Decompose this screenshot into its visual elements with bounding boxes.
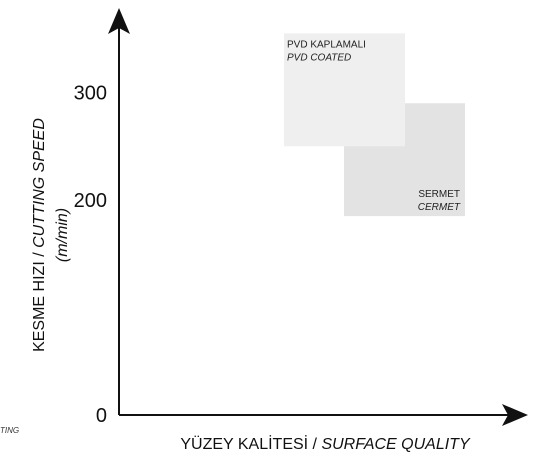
x-axis-title: YÜZEY KALİTESİ / SURFACE QUALITY bbox=[180, 434, 471, 453]
y-axis-title-main: KESME HIZI / bbox=[31, 248, 48, 352]
y-tick-label-200: 200 bbox=[74, 190, 107, 212]
x-axis-arrow-icon bbox=[502, 404, 528, 426]
y-axis-unit: (m/min) bbox=[54, 208, 71, 262]
region-label-cermet: SERMET bbox=[418, 189, 460, 200]
region-label-pvd: PVD KAPLAMALI bbox=[287, 39, 366, 50]
region-label-pvd-italic: PVD COATED bbox=[287, 52, 351, 63]
x-axis-title-italic: SURFACE QUALITY bbox=[321, 436, 471, 453]
x-axis-title-main: YÜZEY KALİTESİ / bbox=[180, 434, 321, 453]
region-pvd bbox=[284, 33, 405, 147]
y-axis-title-text: KESME HIZI / CUTTING SPEED bbox=[31, 118, 48, 352]
y-tick-label-0: 0 bbox=[96, 405, 107, 427]
y-axis-title-italic: CUTTING SPEED bbox=[31, 118, 48, 248]
y-axis-title: KESME HIZI / CUTTING SPEED bbox=[31, 118, 48, 352]
y-tick-label-300: 300 bbox=[74, 83, 107, 105]
y-axis-unit-text: (m/min) bbox=[54, 208, 71, 262]
region-label-cermet-italic: CERMET bbox=[418, 202, 461, 213]
y-axis-arrow-icon bbox=[108, 8, 130, 34]
fragment-text: TING bbox=[0, 426, 19, 435]
